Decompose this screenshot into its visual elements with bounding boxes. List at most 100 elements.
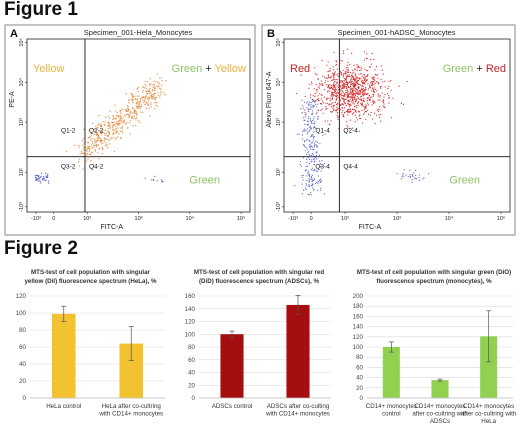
flow-b-dot-main bbox=[374, 73, 377, 76]
flow-a-dot-main bbox=[127, 127, 129, 129]
flow-a-dot-main bbox=[134, 112, 137, 115]
flow-b-dot-main bbox=[349, 63, 351, 66]
flow-b-dot-main bbox=[342, 85, 344, 87]
bar-chart-3-bar bbox=[382, 347, 400, 398]
flow-a-dot-main bbox=[129, 109, 131, 111]
flow-a-dot-main bbox=[84, 144, 86, 147]
flow-a-dot-main bbox=[151, 97, 153, 99]
flow-a-dot-main bbox=[98, 148, 100, 150]
flow-b-dot-main bbox=[336, 83, 338, 85]
flow-a-dot-main bbox=[149, 83, 151, 85]
flow-b-dot-main bbox=[375, 74, 377, 76]
flow-b-dot-main bbox=[329, 123, 331, 126]
flow-b-dot-main bbox=[362, 81, 364, 83]
flow-b-dot-minor bbox=[300, 161, 302, 163]
flow-b-dot-minor bbox=[310, 142, 312, 144]
flow-b-dot-minor bbox=[413, 177, 415, 179]
flow-b-dot-minor bbox=[303, 140, 305, 142]
flow-b-dot-main bbox=[322, 75, 324, 77]
flow-b-dot-minor bbox=[308, 175, 310, 177]
flow-a-dot-main bbox=[113, 117, 115, 120]
flow-b-dot-main bbox=[357, 101, 359, 104]
flow-a-dot-main bbox=[94, 145, 96, 147]
flow-b-dot-main bbox=[346, 92, 348, 94]
flow-b-dot-main bbox=[333, 89, 335, 91]
flow-a-gate-label: Q2-2 bbox=[89, 128, 104, 135]
flow-b-dot-main bbox=[378, 110, 380, 113]
flow-a-dot-main bbox=[134, 110, 137, 112]
flow-b-dot-minor bbox=[317, 118, 319, 120]
flow-a-dot-main bbox=[116, 122, 118, 125]
flow-a-dot-main bbox=[132, 102, 134, 104]
flow-a-dot-main bbox=[84, 160, 87, 162]
flow-b-dot-main bbox=[312, 95, 314, 97]
flow-b-dot-minor bbox=[314, 170, 316, 172]
flow-b-dot-main bbox=[335, 87, 337, 89]
bar-chart-3-y-tick-label: 40 bbox=[356, 375, 363, 382]
bar-chart-3-category-label: control bbox=[382, 411, 401, 418]
flow-b-dot-main bbox=[357, 103, 359, 105]
flow-b-dot-minor bbox=[319, 179, 321, 181]
flow-b-dot-minor bbox=[309, 101, 311, 103]
flow-b-dot-minor bbox=[308, 175, 311, 177]
flow-b-dot-minor bbox=[313, 188, 315, 190]
flow-a-dot-main bbox=[99, 125, 101, 128]
flow-a-dot-main bbox=[122, 108, 124, 110]
flow-b-dot-main bbox=[327, 91, 329, 93]
flow-b-dot-main bbox=[360, 73, 362, 75]
flow-b-dot-main bbox=[358, 87, 360, 89]
flow-b-dot-main bbox=[313, 105, 315, 107]
flow-b-dot-main bbox=[334, 72, 336, 74]
flow-b-dot-main bbox=[346, 76, 348, 78]
flow-b-dot-main bbox=[375, 65, 377, 68]
flow-b-dot-minor bbox=[316, 111, 318, 113]
flow-b-dot-main bbox=[331, 91, 333, 93]
flow-b-dot-main bbox=[363, 112, 366, 114]
flow-b-dot-main bbox=[349, 108, 351, 110]
flow-b-dot-main bbox=[356, 95, 359, 97]
flow-a-dot-main bbox=[139, 97, 142, 100]
flow-a-dot-main bbox=[154, 101, 156, 104]
flow-b-dot-main bbox=[347, 102, 349, 105]
flow-a-dot-main bbox=[95, 134, 98, 136]
flow-b-dot-main bbox=[347, 90, 349, 92]
flow-b-dot-main bbox=[352, 87, 354, 89]
flow-b-dot-main bbox=[372, 99, 374, 101]
flow-b-dot-main bbox=[358, 91, 360, 93]
bar-chart-1-y-tick-label: 80 bbox=[19, 327, 26, 334]
flow-b-dot-minor bbox=[306, 162, 308, 164]
flow-b-dot-main bbox=[314, 67, 316, 69]
flow-b-dot-minor bbox=[308, 194, 310, 196]
flow-b-dot-minor bbox=[317, 175, 319, 177]
flow-b-dot-main bbox=[333, 77, 335, 79]
flow-a-dot-minor bbox=[35, 177, 38, 179]
flow-a-dot-main bbox=[125, 110, 128, 113]
flow-a-dot-main bbox=[117, 123, 119, 126]
flow-b-dot-main bbox=[335, 98, 338, 100]
flow-b-dot-main bbox=[340, 74, 342, 76]
flow-a-dot-main bbox=[120, 112, 122, 114]
flow-b-dot-main bbox=[353, 78, 355, 80]
flow-b-dot-main bbox=[348, 92, 350, 94]
flow-a-dot-main bbox=[94, 139, 96, 141]
flow-b-dot-main bbox=[347, 95, 349, 97]
flow-a-dot-minor bbox=[35, 179, 37, 181]
bar-chart-1-y-tick-label: 60 bbox=[19, 344, 26, 351]
flow-b-dot-main bbox=[346, 69, 348, 71]
flow-a-dot-main bbox=[123, 121, 125, 124]
flow-b-dot-main bbox=[352, 99, 354, 101]
flow-b-dot-main bbox=[331, 93, 333, 95]
flow-b-dot-main bbox=[331, 88, 334, 90]
flow-b-dot-main bbox=[323, 96, 325, 98]
flow-b-dot-minor bbox=[309, 126, 311, 128]
flow-b-dot-main bbox=[350, 87, 352, 90]
flow-b-dot-main bbox=[374, 80, 376, 82]
flow-b-dot-main bbox=[314, 101, 316, 103]
flow-b-dot-main bbox=[333, 91, 335, 93]
flow-b-dot-main bbox=[400, 102, 402, 104]
flow-a-dot-main bbox=[98, 147, 101, 149]
flow-b-dot-main bbox=[364, 78, 366, 80]
flow-b-dot-main bbox=[362, 102, 364, 104]
flow-b-dot-main bbox=[368, 98, 371, 100]
flow-a-dot-main bbox=[107, 131, 110, 134]
